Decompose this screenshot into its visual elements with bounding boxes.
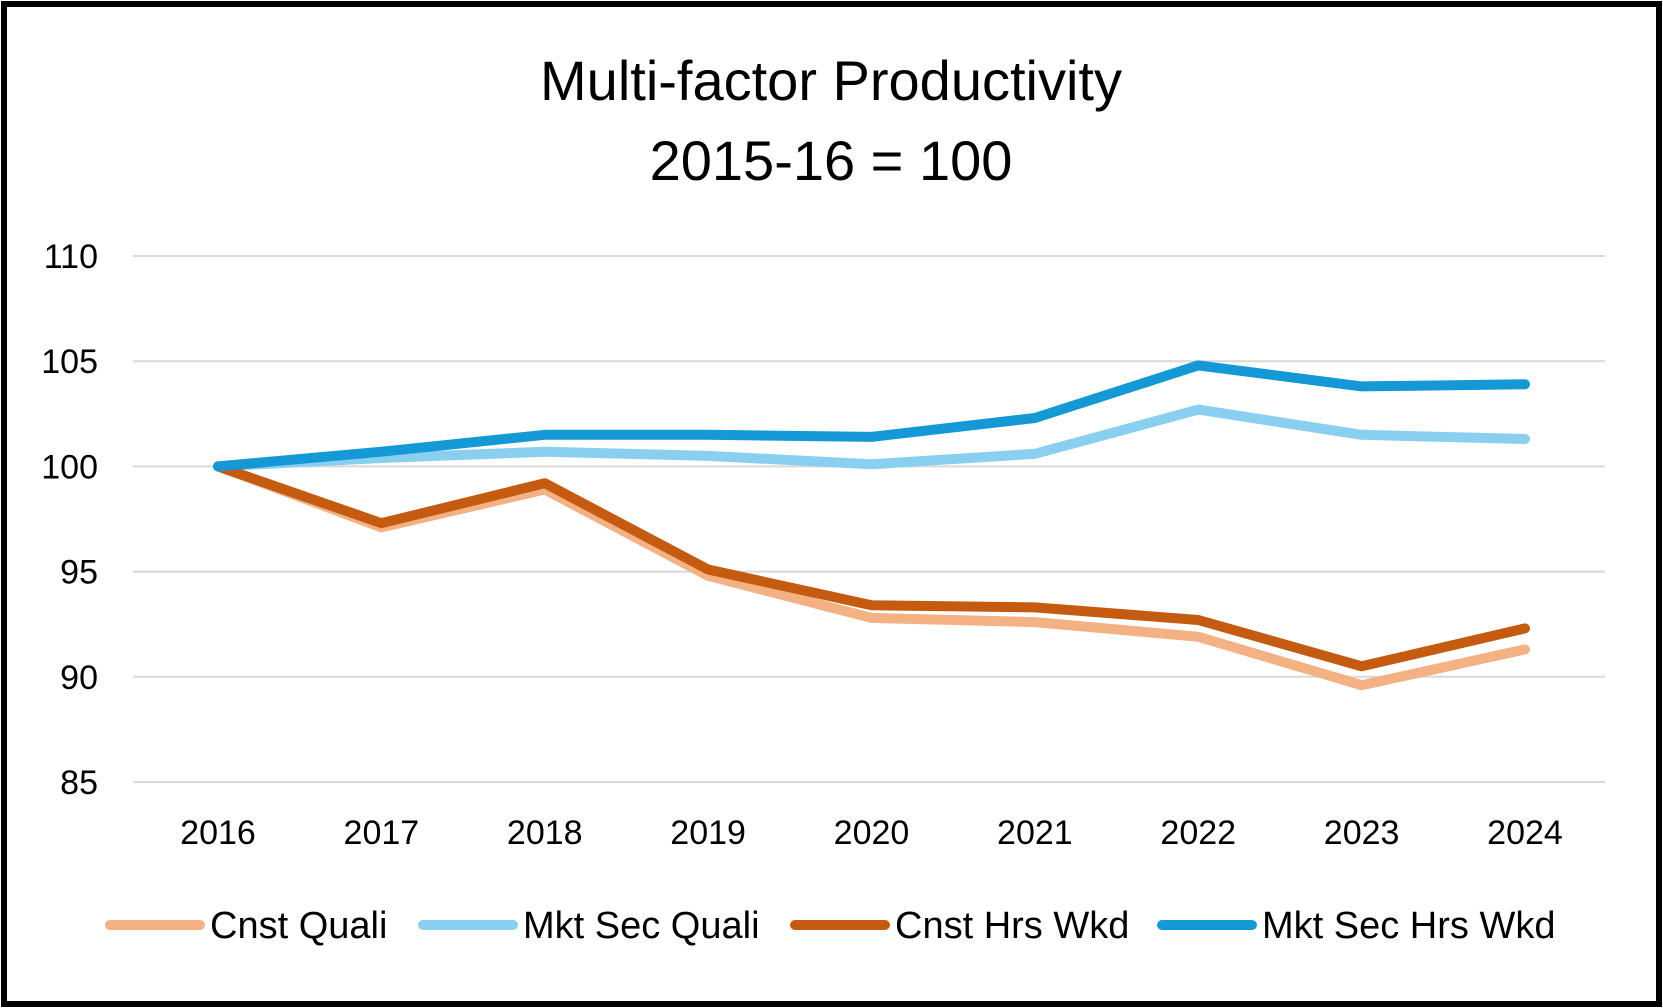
x-tick-label: 2018: [507, 814, 583, 852]
chart-title: Multi-factor Productivity: [540, 49, 1122, 112]
x-tick-label: 2016: [180, 814, 256, 852]
series-lines: [213, 360, 1530, 691]
x-tick-label: 2023: [1324, 814, 1400, 852]
y-axis-ticks: 85 90 95 100 105 110: [41, 238, 98, 802]
y-tick-label: 110: [44, 238, 98, 276]
legend-label-cnst-quali: Cnst Quali: [210, 905, 387, 947]
y-tick-label: 100: [41, 448, 98, 486]
y-tick-label: 105: [41, 343, 98, 381]
y-tick-label: 90: [60, 659, 98, 697]
x-tick-label: 2020: [834, 814, 910, 852]
legend-label-cnst-hrs-wkd: Cnst Hrs Wkd: [895, 905, 1129, 947]
x-tick-label: 2022: [1160, 814, 1236, 852]
x-tick-label: 2017: [344, 814, 420, 852]
y-tick-label: 85: [60, 764, 98, 802]
legend-label-mkt-sec-hrs-wkd: Mkt Sec Hrs Wkd: [1262, 905, 1555, 947]
x-tick-label: 2024: [1487, 814, 1563, 852]
gridlines: [133, 255, 1605, 783]
legend: Cnst Quali Mkt Sec Quali Cnst Hrs Wkd Mkt S…: [105, 905, 1555, 947]
x-axis-ticks: 2016 2017 2018 2019 2020 2021 2022 2023 2024: [180, 814, 1563, 852]
x-tick-label: 2019: [670, 814, 746, 852]
y-tick-label: 95: [60, 554, 98, 592]
chart-subtitle: 2015-16 = 100: [650, 129, 1013, 192]
x-tick-label: 2021: [997, 814, 1073, 852]
legend-label-mkt-sec-quali: Mkt Sec Quali: [523, 905, 760, 947]
series-line-cnst-hrs-wkd: [213, 461, 1530, 672]
series-line-mkt-sec-hrs-wkd: [213, 360, 1530, 472]
series-line-mkt-sec-quali: [213, 404, 1530, 472]
